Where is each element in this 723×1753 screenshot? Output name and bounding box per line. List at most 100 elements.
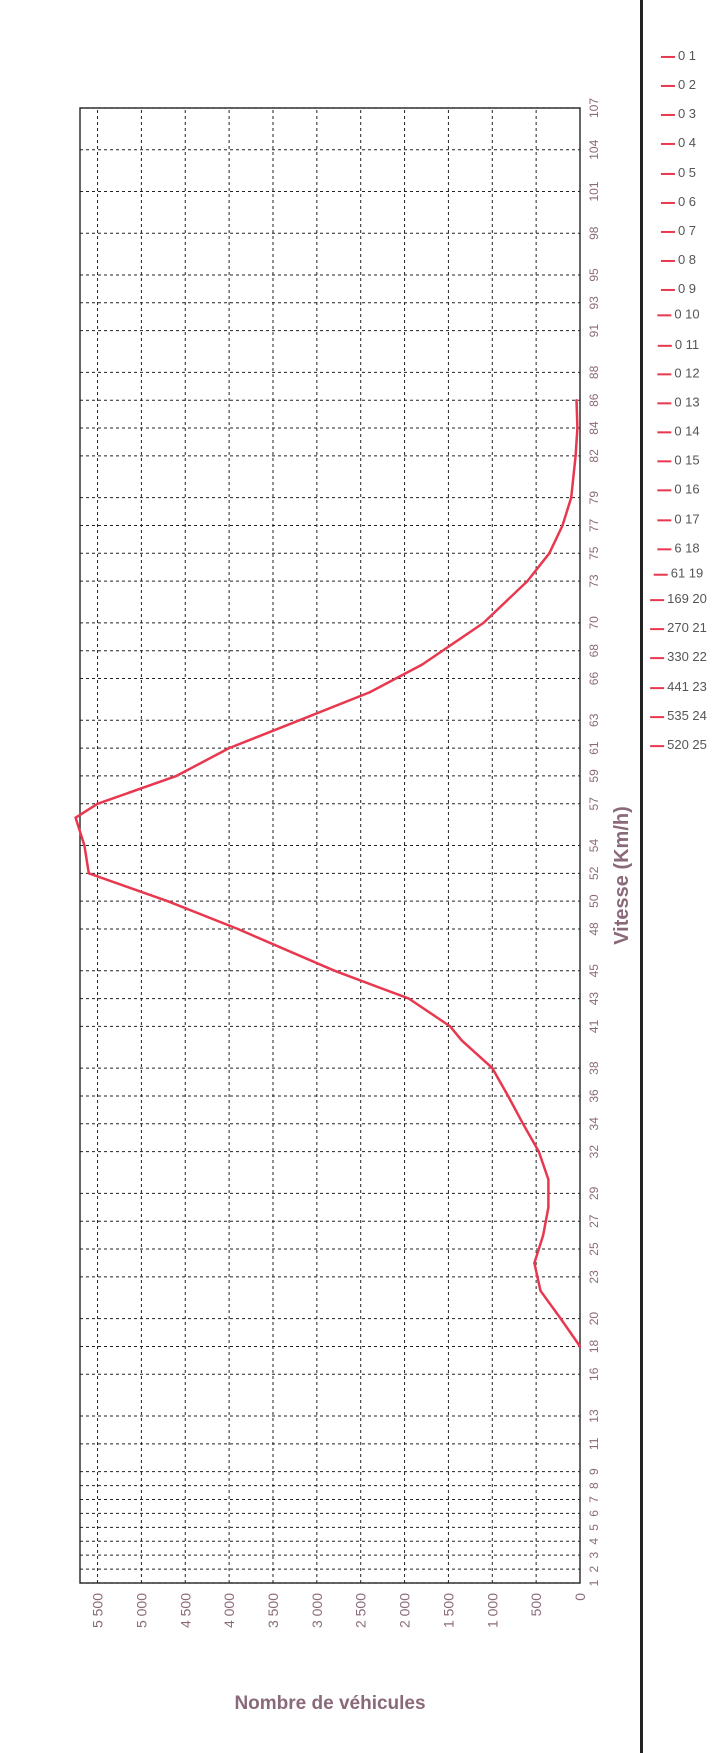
legend-entry: 441 23 (650, 679, 707, 694)
x-tick-label: 59 (587, 769, 601, 783)
y-tick-label: 4 000 (221, 1593, 237, 1628)
data-point (547, 1206, 550, 1209)
x-tick-label: 73 (587, 574, 601, 588)
x-tick-label: 84 (587, 421, 601, 435)
legend-entry: 0 12 (657, 365, 700, 381)
legend-label: 0 8 (677, 252, 697, 268)
legend-label: 6 18 (674, 540, 700, 556)
legend-label: 0 10 (674, 306, 700, 322)
legend-entry: 0 13 (657, 394, 700, 409)
data-point (537, 1150, 540, 1153)
x-tick-label: 5 (587, 1524, 601, 1531)
data-point (166, 899, 169, 903)
x-axis-title: Vitesse (Km/h) (611, 806, 633, 945)
legend-panel: 0 1 0 2 0 3 0 4 0 5 0 6 0 7 0 8 0 9 0 10 0 11 0 12 0… (640, 0, 723, 1753)
legend-label: 0 7 (677, 222, 697, 238)
legend-label: 169 20 (667, 591, 707, 607)
legend-swatch (657, 460, 672, 463)
legend-swatch (660, 113, 675, 116)
legend-label: 0 15 (674, 452, 700, 468)
legend-label: 0 2 (677, 77, 697, 93)
x-tick-label: 29 (587, 1186, 601, 1200)
legend-entry: 0 5 (660, 164, 697, 180)
legend-swatch (660, 143, 675, 146)
x-tick-label: 38 (587, 1061, 601, 1075)
x-tick-label: 101 (587, 181, 601, 201)
data-point (236, 927, 240, 931)
x-tick-label: 20 (587, 1312, 601, 1326)
legend-swatch (650, 657, 665, 660)
x-tick-label: 82 (587, 449, 601, 463)
data-point (87, 872, 90, 875)
data-point (298, 719, 301, 722)
x-tick-label: 48 (587, 922, 601, 936)
legend-label: 0 9 (677, 281, 697, 297)
y-tick-label: 3 000 (309, 1593, 325, 1628)
x-tick-label: 79 (587, 491, 601, 505)
legend-label: 0 16 (674, 481, 700, 497)
x-tick-label: 27 (587, 1214, 601, 1228)
data-point (175, 774, 178, 778)
legend-entry: 0 3 (660, 106, 696, 121)
legend-entry: 0 9 (660, 281, 697, 297)
x-tick-label: 93 (587, 296, 601, 310)
legend-swatch (650, 628, 665, 631)
legend-entry: 0 1 (660, 48, 696, 63)
legend-swatch (657, 547, 672, 550)
data-point (521, 1122, 525, 1126)
data-point (83, 844, 86, 847)
data-point (407, 997, 411, 1000)
x-tick-label: 86 (587, 393, 601, 407)
data-point (227, 746, 231, 750)
x-tick-label: 70 (587, 616, 601, 630)
x-tick-label: 54 (587, 839, 601, 853)
y-tick-label: 2 000 (397, 1593, 413, 1628)
data-point (74, 816, 77, 819)
x-tick-label: 9 (587, 1468, 601, 1475)
data-point (547, 1178, 550, 1181)
data-point (539, 1289, 542, 1292)
legend-swatch (660, 172, 675, 175)
data-point (570, 496, 573, 499)
legend-entry: 330 22 (650, 650, 707, 665)
x-tick-label: 4 (587, 1538, 601, 1545)
x-tick-label: 1 (587, 1579, 601, 1586)
data-point (491, 1066, 494, 1070)
legend-swatch (653, 573, 668, 576)
x-tick-label: 7 (587, 1496, 601, 1503)
data-point (482, 621, 485, 625)
x-tick-label: 6 (587, 1510, 601, 1517)
data-point (333, 969, 336, 972)
x-tick-label: 68 (587, 644, 601, 658)
x-tick-label: 50 (587, 894, 601, 908)
legend-label: 535 24 (667, 707, 707, 723)
data-point (574, 454, 577, 458)
x-tick-label: 23 (587, 1270, 601, 1284)
data-point (526, 579, 529, 583)
y-tick-label: 500 (528, 1593, 544, 1617)
x-tick-label: 43 (587, 992, 601, 1006)
legend-entry: 169 20 (650, 591, 707, 606)
x-tick-label: 77 (587, 518, 601, 532)
legend-swatch (657, 431, 672, 434)
data-point (533, 1261, 536, 1265)
x-tick-label: 91 (587, 324, 601, 338)
legend-label: 0 12 (674, 365, 700, 381)
x-tick-label: 11 (587, 1437, 601, 1450)
legend-entry: 270 21 (650, 620, 707, 635)
x-tick-label: 3 (587, 1552, 601, 1559)
speed-distribution-chart: 0 500 1 000 1 500 2 000 2 500 3 000 3 500 4 000 4… (74, 98, 633, 1714)
legend-swatch (650, 686, 665, 689)
legend-label: 0 5 (677, 164, 697, 180)
legend-swatch (660, 230, 675, 233)
data-point (448, 1025, 452, 1028)
legend-swatch (657, 489, 672, 492)
data-point (368, 691, 371, 694)
legend-entry: 520 25 (650, 737, 707, 752)
data-point (576, 426, 579, 430)
data-point (541, 1233, 545, 1237)
legend-swatch (650, 744, 665, 747)
legend-swatch (660, 259, 675, 262)
legend-entry: 0 10 (657, 306, 700, 322)
